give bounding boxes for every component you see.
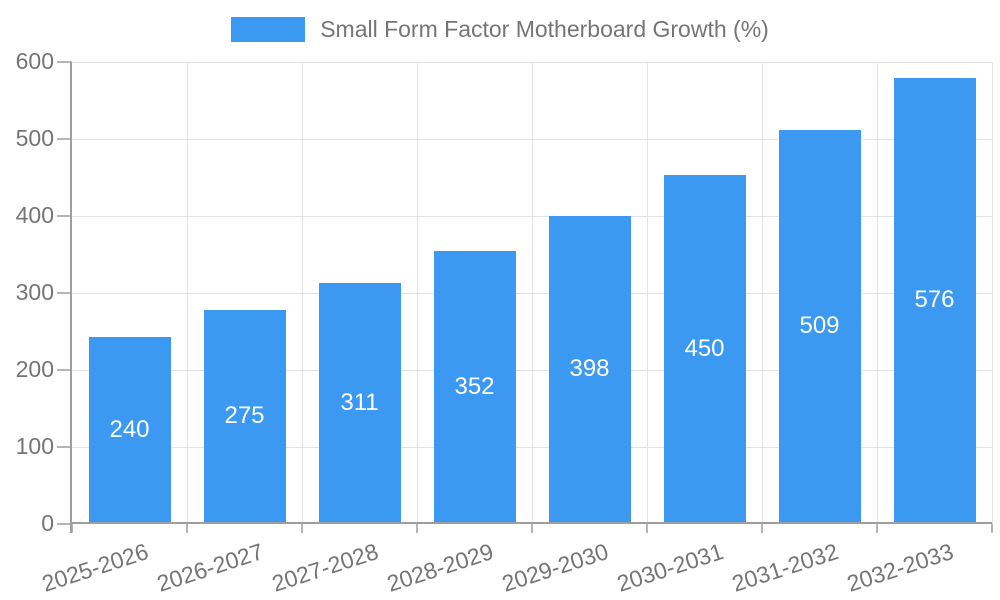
x-axis-category-label: 2026-2027 bbox=[153, 538, 266, 597]
bar[interactable]: 240 bbox=[88, 337, 171, 522]
y-axis-tick-label: 400 bbox=[15, 202, 54, 228]
bar-value-label: 352 bbox=[454, 372, 495, 400]
y-axis-tick bbox=[57, 369, 72, 371]
x-axis-tick bbox=[186, 524, 188, 533]
bar-value-label: 398 bbox=[569, 355, 610, 382]
x-axis-tick bbox=[646, 524, 648, 533]
gridline-vertical bbox=[531, 62, 533, 524]
y-axis-tick bbox=[57, 446, 72, 448]
y-axis-line bbox=[70, 62, 72, 533]
bar[interactable]: 509 bbox=[778, 130, 861, 522]
x-axis-tick bbox=[761, 524, 763, 533]
x-axis-tick bbox=[71, 524, 73, 533]
bar-value-label: 576 bbox=[914, 286, 955, 313]
y-axis-tick-label: 0 bbox=[41, 510, 54, 536]
gridline-vertical bbox=[416, 62, 418, 524]
bar[interactable]: 450 bbox=[663, 175, 746, 522]
y-axis-tick-label: 500 bbox=[15, 125, 54, 151]
gridline-vertical bbox=[876, 62, 878, 524]
gridline-vertical bbox=[991, 62, 993, 524]
y-axis-tick bbox=[57, 61, 72, 63]
x-axis-category-label: 2029-2030 bbox=[498, 538, 611, 597]
x-axis-category-label: 2028-2029 bbox=[383, 538, 496, 597]
bar[interactable]: 311 bbox=[318, 283, 401, 522]
x-axis-category-label: 2030-2031 bbox=[613, 538, 726, 597]
bar-value-label: 509 bbox=[799, 312, 840, 339]
bar-value-label: 240 bbox=[109, 415, 150, 443]
y-axis-tick-label: 600 bbox=[15, 48, 54, 74]
x-axis-category-label: 2025-2026 bbox=[38, 538, 151, 597]
gridline-vertical bbox=[761, 62, 763, 524]
x-axis-category-label: 2031-2032 bbox=[728, 538, 841, 597]
x-axis-category-label: 2027-2028 bbox=[268, 538, 381, 597]
chart-legend[interactable]: Small Form Factor Motherboard Growth (%) bbox=[0, 16, 1000, 43]
bar[interactable]: 352 bbox=[433, 251, 516, 522]
legend-swatch-icon bbox=[231, 17, 306, 42]
y-axis-tick-label: 100 bbox=[15, 433, 54, 459]
y-axis-tick bbox=[57, 523, 72, 525]
x-axis-category-label: 2032-2033 bbox=[843, 538, 956, 597]
y-axis-tick bbox=[57, 215, 72, 217]
gridline-vertical bbox=[646, 62, 648, 524]
legend-label: Small Form Factor Motherboard Growth (%) bbox=[320, 16, 769, 42]
x-axis-line bbox=[70, 522, 992, 524]
x-axis-tick bbox=[531, 524, 533, 533]
bar[interactable]: 576 bbox=[893, 78, 976, 522]
y-axis-tick bbox=[57, 138, 72, 140]
bar[interactable]: 398 bbox=[548, 216, 631, 522]
gridline-vertical bbox=[301, 62, 303, 524]
x-axis-tick bbox=[876, 524, 878, 533]
x-axis-tick bbox=[991, 524, 993, 533]
bar[interactable]: 275 bbox=[203, 310, 286, 522]
bar-value-label: 450 bbox=[684, 334, 725, 362]
bar-value-label: 311 bbox=[340, 388, 379, 416]
x-axis-tick bbox=[416, 524, 418, 533]
y-axis-tick-label: 200 bbox=[15, 356, 54, 382]
y-axis-tick bbox=[57, 292, 72, 294]
y-axis-tick-label: 300 bbox=[15, 279, 54, 305]
gridline-vertical bbox=[186, 62, 188, 524]
x-axis-tick bbox=[301, 524, 303, 533]
bar-value-label: 275 bbox=[224, 402, 265, 429]
